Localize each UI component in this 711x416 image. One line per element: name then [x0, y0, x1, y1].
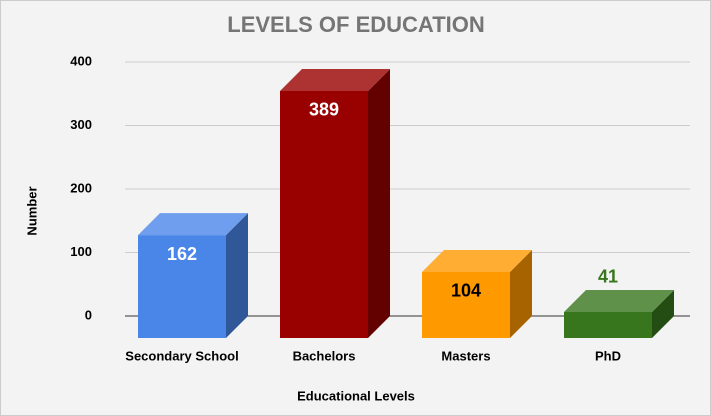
- chart-title: LEVELS OF EDUCATION: [227, 12, 485, 37]
- bar-front: [138, 235, 226, 338]
- bar-side: [652, 289, 674, 338]
- y-tick-label: 0: [85, 307, 92, 322]
- bar: [564, 289, 674, 338]
- data-label: 389: [309, 100, 339, 120]
- x-tick-label: Masters: [441, 348, 490, 363]
- bar-top: [138, 213, 248, 236]
- y-tick-label: 100: [70, 244, 92, 259]
- bar-side: [368, 68, 390, 339]
- bar: [422, 249, 532, 338]
- bar: [280, 68, 390, 339]
- y-axis-title: Number: [24, 186, 39, 235]
- x-tick-label: Bachelors: [293, 348, 356, 363]
- x-axis-title: Educational Levels: [297, 388, 415, 403]
- bar-front: [564, 311, 652, 338]
- bar-top: [280, 68, 390, 91]
- bar-top: [422, 249, 532, 272]
- y-tick-label: 200: [70, 180, 92, 195]
- data-label: 104: [451, 281, 481, 301]
- x-tick-label: Secondary School: [125, 348, 238, 363]
- bar-side: [226, 213, 248, 338]
- bar-front: [422, 271, 510, 338]
- bar: [138, 213, 248, 338]
- bar-top: [564, 289, 674, 312]
- y-tick-label: 300: [70, 117, 92, 132]
- bar-front: [280, 90, 368, 338]
- bar-side: [510, 249, 532, 338]
- x-tick-label: PhD: [595, 348, 621, 363]
- data-label: 162: [167, 244, 197, 264]
- data-label: 41: [598, 267, 618, 287]
- y-tick-label: 400: [70, 53, 92, 68]
